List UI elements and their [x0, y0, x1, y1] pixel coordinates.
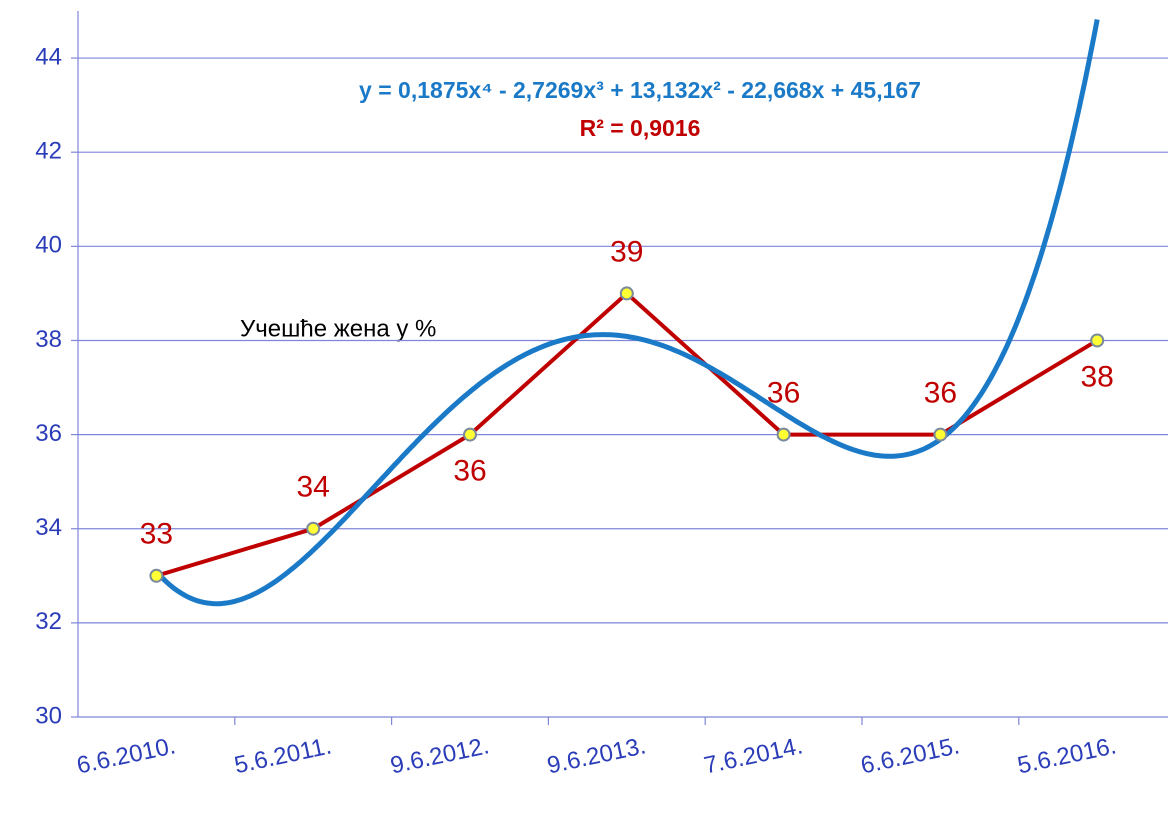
- trend-equation: y = 0,1875x⁴ - 2,7269x³ + 13,132x² - 22,…: [359, 77, 921, 103]
- x-tick-label: 5.6.2016.: [1015, 732, 1119, 779]
- x-tick-label: 9.6.2013.: [545, 732, 649, 779]
- y-tick-label: 38: [35, 326, 62, 353]
- data-label: 36: [767, 377, 800, 410]
- x-tick-label: 9.6.2012.: [388, 732, 492, 779]
- data-point: [933, 427, 948, 442]
- data-label: 38: [1081, 360, 1114, 393]
- x-tick-label: 6.6.2015.: [858, 732, 962, 779]
- data-label: 34: [297, 471, 330, 504]
- trendline: [154, 19, 1100, 607]
- x-tick-label: 5.6.2011.: [232, 732, 334, 779]
- data-point: [463, 427, 477, 442]
- series-label: Учешће жена у %: [240, 315, 436, 342]
- data-label: 36: [924, 377, 957, 410]
- r-squared: R² = 0,9016: [580, 115, 701, 141]
- data-label: 39: [610, 235, 643, 268]
- x-tick-label: 7.6.2014.: [702, 732, 806, 779]
- y-tick-label: 40: [35, 232, 62, 259]
- y-tick-label: 36: [35, 420, 62, 447]
- data-point: [619, 286, 634, 301]
- y-tick-label: 44: [35, 43, 62, 70]
- y-tick-label: 30: [35, 702, 62, 729]
- y-tick-label: 42: [35, 138, 62, 165]
- data-label: 36: [453, 455, 486, 488]
- y-tick-label: 34: [35, 514, 62, 541]
- x-tick-label: 6.6.2010.: [74, 732, 178, 779]
- data-point: [149, 568, 164, 583]
- y-tick-label: 32: [35, 608, 62, 635]
- data-label: 33: [140, 518, 173, 551]
- data-point: [1090, 333, 1105, 348]
- data-point: [306, 521, 321, 536]
- data-point: [776, 427, 791, 442]
